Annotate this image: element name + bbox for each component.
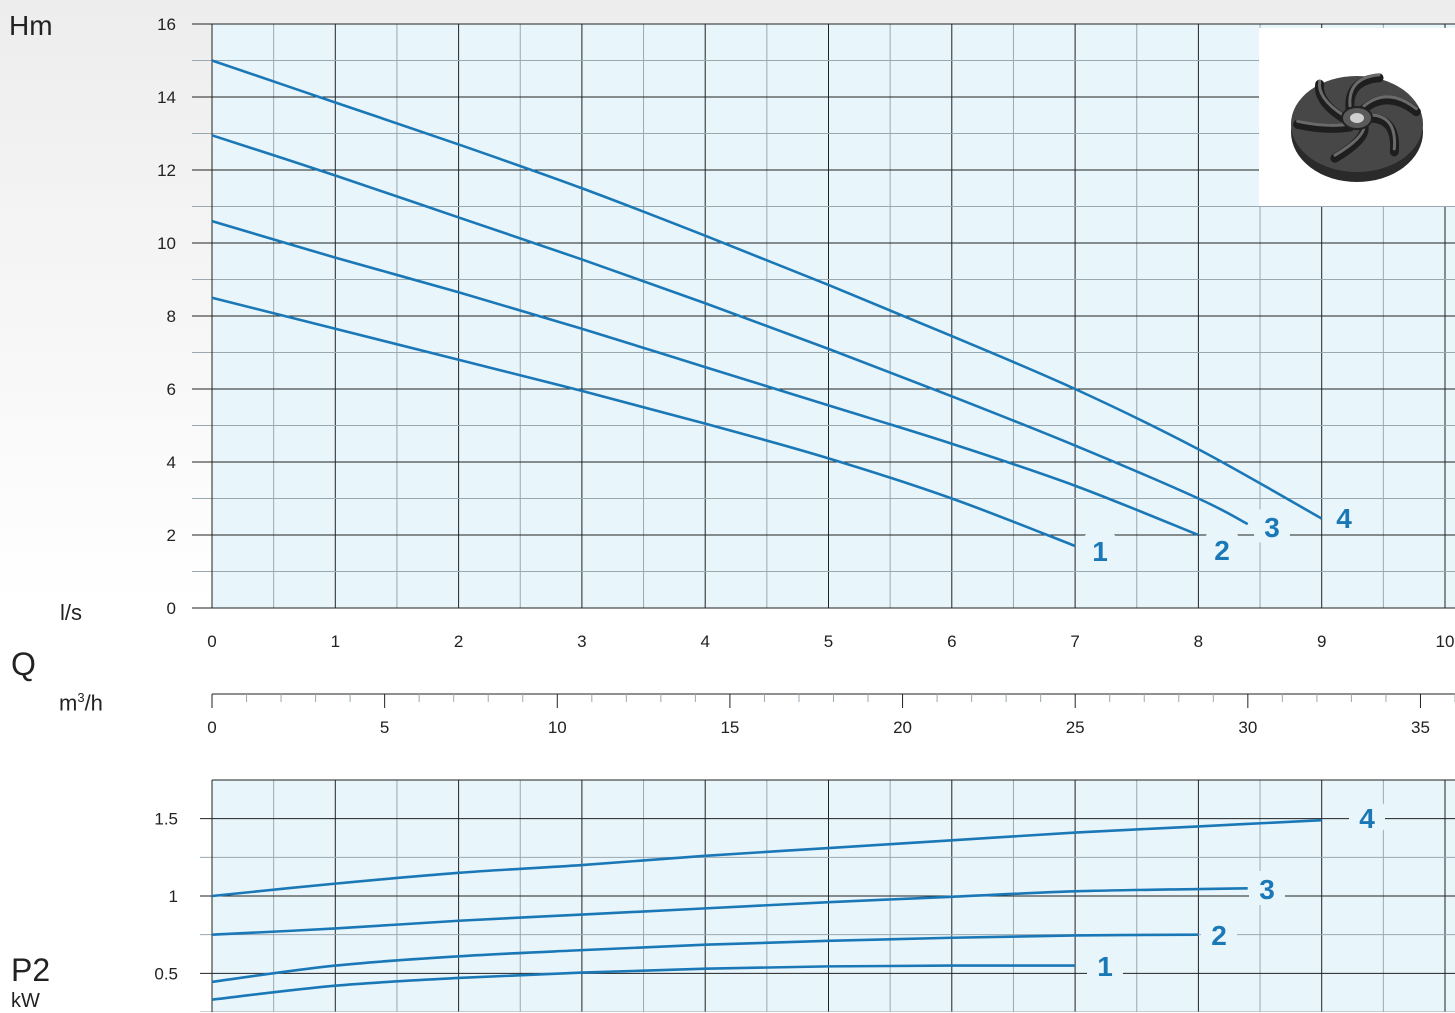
head-y-tick-label: 4 — [167, 453, 176, 472]
power-y-tick-label: 0.5 — [154, 964, 178, 983]
head-y-tick-label: 14 — [157, 88, 176, 107]
flow-m3h-tick-label: 15 — [720, 718, 739, 737]
impeller-vane-highlight — [1362, 95, 1418, 111]
head-curve-2 — [211, 219, 1199, 537]
power-curve-1 — [211, 964, 1076, 1001]
impeller-vane-highlight — [1348, 73, 1381, 108]
flow-m3h-tick-label: 35 — [1411, 718, 1430, 737]
head-axis-label: Hm — [9, 10, 53, 41]
power-curve-label-4-bg — [1349, 800, 1385, 834]
head-x-tick-label: 9 — [1317, 632, 1326, 651]
flow-m3h-tick-label: 30 — [1238, 718, 1257, 737]
head-x-tick-label: 7 — [1070, 632, 1079, 651]
impeller-bore — [1350, 113, 1364, 123]
flow-m3h-tick-label: 5 — [380, 718, 389, 737]
power-curve-label-1-bg — [1087, 948, 1123, 982]
head-y-tick-label: 0 — [167, 599, 176, 618]
head-x-tick-label: 6 — [947, 632, 956, 651]
head-curve-1 — [211, 296, 1076, 548]
head-y-tick-label: 16 — [157, 15, 176, 34]
head-curve-label-1: 1 — [1092, 536, 1108, 567]
impeller-vane — [1293, 119, 1355, 133]
power-curve-label-3-bg — [1249, 871, 1285, 905]
power-symbol-label: P2 — [11, 952, 51, 988]
head-y-tick-label: 6 — [167, 380, 176, 399]
head-curve-label-4: 4 — [1336, 503, 1352, 534]
power-curve-label-4: 4 — [1359, 803, 1375, 834]
head-curve-3 — [211, 134, 1249, 526]
head-x-tick-label: 3 — [577, 632, 586, 651]
impeller-vane — [1359, 95, 1421, 117]
head-curve-label-2-bg — [1204, 532, 1240, 566]
impeller-vane-highlight — [1317, 79, 1345, 117]
head-curve-4 — [211, 59, 1323, 520]
head-x-tick-label: 4 — [700, 632, 709, 651]
power-curve-4 — [211, 818, 1322, 898]
head-x-tick-label: 8 — [1194, 632, 1203, 651]
power-unit-label: kW — [11, 990, 40, 1012]
power-flow-plot: 0.5 1 1.5 1 2 3 4 — [154, 779, 1455, 1012]
power-y-tick-label: 1 — [169, 887, 178, 906]
flow-m3h-tick-label: 0 — [207, 718, 216, 737]
head-curve-label-4-bg — [1326, 500, 1362, 534]
power-curve-3 — [211, 886, 1248, 936]
head-y-tick-label: 8 — [167, 307, 176, 326]
flow-m3h-tick-label: 10 — [548, 718, 567, 737]
pump-impeller-icon — [1259, 28, 1455, 206]
flow-ls-unit-label: l/s — [60, 600, 82, 625]
power-curve-label-1: 1 — [1097, 951, 1113, 982]
power-curve-2 — [211, 933, 1199, 984]
power-y-tick-label: 1.5 — [154, 810, 178, 829]
head-x-tick-label: 5 — [824, 632, 833, 651]
flow-m3h-tick-label: 20 — [893, 718, 912, 737]
flow-m3h-tick-label: 25 — [1066, 718, 1085, 737]
head-curve-label-3-bg — [1254, 509, 1290, 543]
head-y-tick-label: 12 — [157, 161, 176, 180]
flow-symbol-label: Q — [11, 646, 36, 682]
head-y-tick-label: 10 — [157, 234, 176, 253]
head-curve-label-2: 2 — [1214, 535, 1230, 566]
head-x-tick-label: 0 — [207, 632, 216, 651]
power-curve-label-2: 2 — [1211, 920, 1227, 951]
head-y-tick-label: 2 — [167, 526, 176, 545]
flow-m3h-unit-label: m3/h — [59, 690, 103, 716]
head-x-tick-label: 1 — [331, 632, 340, 651]
power-curve-label-3: 3 — [1259, 874, 1275, 905]
impeller-vane-highlight — [1369, 113, 1397, 151]
head-curve-label-1-bg — [1082, 533, 1118, 567]
head-x-tick-label: 10 — [1436, 632, 1455, 651]
flow-m3h-axis: 0 5 10 15 20 25 30 35 — [207, 693, 1455, 737]
head-x-tick-label: 2 — [454, 632, 463, 651]
head-curve-label-3: 3 — [1264, 512, 1280, 543]
power-curve-label-2-bg — [1201, 917, 1237, 951]
